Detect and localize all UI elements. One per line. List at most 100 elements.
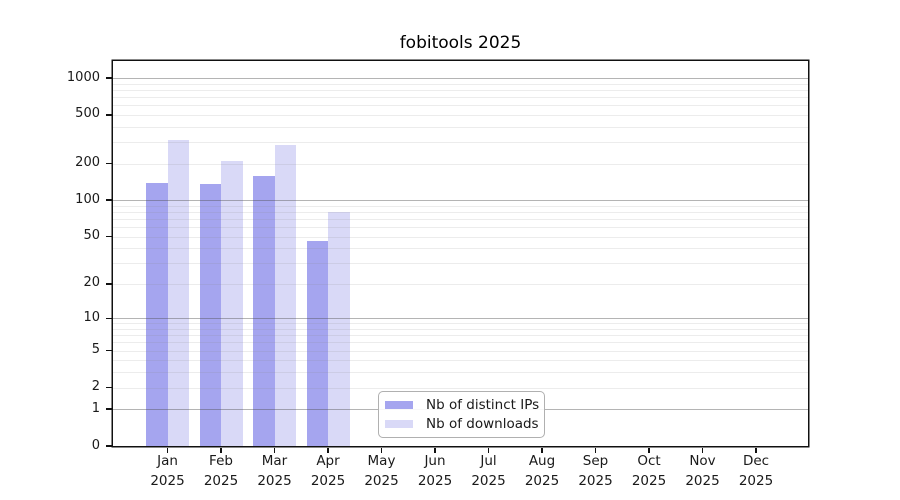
- bar-apr-ips: [306, 240, 328, 446]
- x-label-month: Aug: [528, 453, 556, 469]
- x-tick-label-feb: Feb 2025: [189, 452, 253, 491]
- y-tick-500: [106, 114, 112, 116]
- x-tick-may: [380, 447, 383, 453]
- x-label-month: Oct: [637, 453, 661, 469]
- y-tick-label-50: 50: [83, 228, 100, 244]
- y-tick-label-0: 0: [91, 437, 100, 453]
- x-label-year: 2025: [685, 472, 720, 489]
- x-label-year: 2025: [578, 472, 613, 489]
- y-tick-200: [106, 162, 112, 165]
- gridline-30: [113, 263, 808, 265]
- gridline-4: [113, 360, 808, 362]
- x-tick-label-jun: Jun 2025: [403, 452, 467, 491]
- gridline-5: [113, 350, 808, 352]
- gridline-70: [113, 219, 808, 220]
- x-label-year: 2025: [471, 472, 506, 489]
- gridline-300: [113, 142, 808, 143]
- y-tick-label-1000: 1000: [66, 69, 100, 85]
- gridline-20: [113, 283, 808, 285]
- chart-title: fobitools 2025: [399, 33, 522, 53]
- x-tick-label-jan: Jan 2025: [136, 452, 200, 491]
- x-tick-mar: [273, 447, 276, 453]
- x-tick-label-nov: Nov 2025: [671, 452, 735, 491]
- y-tick-label-2: 2: [91, 379, 100, 394]
- x-tick-jun: [434, 447, 436, 453]
- gridline-3: [113, 372, 808, 374]
- x-tick-feb: [220, 447, 222, 453]
- x-label-month: Nov: [689, 453, 716, 469]
- gridline-8: [113, 329, 808, 330]
- y-tick-0: [106, 445, 112, 447]
- y-tick-100: [106, 199, 112, 201]
- bar-apr-downloads: [328, 212, 350, 446]
- gridline-50: [113, 236, 808, 238]
- x-label-month: Feb: [209, 453, 233, 469]
- gridline-6: [113, 342, 808, 344]
- y-tick-10: [106, 317, 112, 319]
- y-tick-label-1: 1: [91, 400, 100, 416]
- x-tick-jul: [487, 447, 490, 453]
- x-tick-sep: [594, 447, 597, 453]
- y-tick-2: [106, 386, 112, 389]
- x-label-year: 2025: [257, 472, 292, 489]
- gridline-500: [113, 114, 808, 116]
- y-tick-label-200: 200: [75, 155, 100, 170]
- x-tick-label-jul: Jul 2025: [457, 452, 521, 491]
- y-tick-label-10: 10: [83, 309, 100, 325]
- gridline-9: [113, 323, 808, 325]
- x-label-month: Dec: [742, 453, 770, 469]
- x-label-month: Jul: [480, 453, 497, 469]
- y-tick-label-100: 100: [75, 191, 100, 207]
- x-tick-label-sep: Sep 2025: [564, 452, 628, 491]
- x-label-month: Apr: [316, 453, 340, 469]
- y-tick-1000: [106, 77, 112, 79]
- legend: Nb of distinct IPs Nb of downloads: [378, 391, 545, 438]
- bar-mar-downloads: [274, 144, 296, 446]
- plot-area: [113, 61, 808, 446]
- gridline-10: [113, 318, 808, 320]
- bar-jan-ips: [146, 182, 168, 446]
- gridline-2: [113, 387, 808, 389]
- bar-mar-ips: [253, 175, 275, 446]
- x-label-month: Sep: [582, 453, 609, 469]
- gridline-800: [113, 89, 808, 91]
- x-tick-oct: [648, 447, 650, 453]
- x-label-year: 2025: [738, 472, 774, 489]
- gridline-7: [113, 335, 808, 337]
- bar-feb-ips: [199, 184, 221, 446]
- x-label-month: Jan: [157, 453, 178, 469]
- y-tick-label-500: 500: [75, 106, 100, 122]
- x-tick-jan: [166, 447, 169, 453]
- x-label-year: 2025: [203, 472, 239, 489]
- gridline-100: [113, 200, 808, 202]
- y-tick-5: [106, 349, 112, 352]
- x-tick-label-dec: Dec 2025: [724, 452, 788, 491]
- gridline-60: [113, 227, 808, 229]
- gridline-700: [113, 97, 808, 98]
- x-label-month: Mar: [261, 453, 288, 469]
- legend-item-downloads: Nb of downloads: [385, 416, 539, 432]
- x-label-month: May: [367, 453, 396, 469]
- x-tick-dec: [755, 447, 757, 453]
- gridline-1000: [113, 78, 808, 79]
- x-tick-aug: [541, 447, 543, 453]
- gridline-90: [113, 205, 808, 207]
- legend-label-downloads: Nb of downloads: [426, 416, 539, 432]
- legend-swatch-downloads: [385, 420, 413, 428]
- x-tick-nov: [701, 447, 704, 453]
- y-tick-label-5: 5: [91, 342, 100, 358]
- gridline-900: [113, 83, 808, 85]
- y-tick-label-20: 20: [83, 275, 100, 291]
- x-label-month: Jun: [424, 453, 446, 469]
- y-tick-20: [106, 283, 112, 285]
- legend-swatch-distinct-ips: [385, 401, 413, 409]
- bar-jan-downloads: [167, 140, 189, 446]
- x-label-year: 2025: [631, 472, 667, 489]
- x-label-year: 2025: [310, 472, 346, 489]
- x-tick-apr: [327, 447, 329, 453]
- legend-item-distinct-ips: Nb of distinct IPs: [385, 397, 539, 413]
- x-label-year: 2025: [417, 472, 453, 489]
- x-label-year: 2025: [150, 472, 185, 489]
- gridline-600: [113, 105, 808, 107]
